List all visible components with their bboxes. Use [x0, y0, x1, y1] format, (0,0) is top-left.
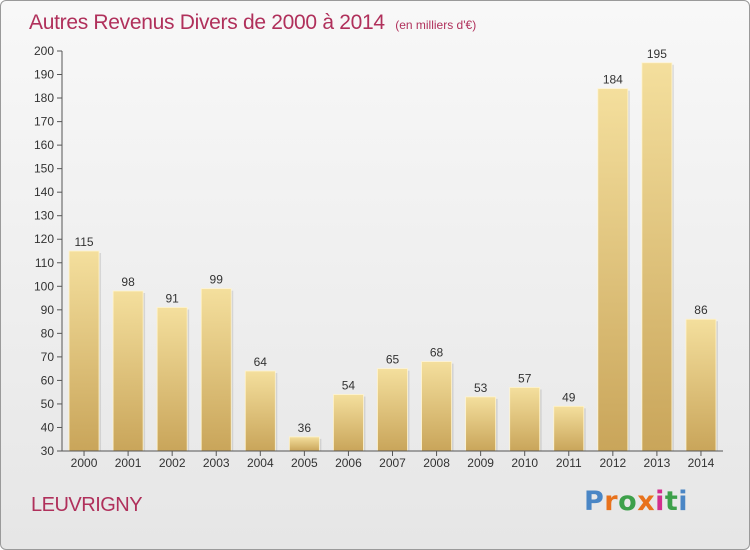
- bar: [641, 62, 673, 452]
- x-tick-label: 2010: [511, 456, 538, 470]
- bar: [68, 250, 100, 452]
- bar: [333, 394, 364, 452]
- x-tick-label: 2008: [423, 456, 450, 470]
- logo-letter: o: [618, 486, 638, 517]
- bar-value-label: 36: [298, 421, 312, 435]
- bar: [509, 387, 541, 452]
- x-tick-label: 2002: [159, 456, 186, 470]
- bar-value-label: 68: [430, 346, 444, 360]
- y-tick-label: 200: [34, 44, 54, 58]
- y-tick-label: 30: [41, 444, 55, 458]
- x-tick-label: 2014: [688, 456, 715, 470]
- x-tick-label: 2009: [467, 456, 494, 470]
- bar-value-label: 65: [386, 353, 400, 367]
- y-tick-label: 140: [34, 185, 54, 199]
- y-tick-label: 180: [34, 91, 54, 105]
- bars: 115 98 91 99 64 36 54 65 68 53 57 49 184 195 86: [68, 47, 718, 452]
- bar-value-label: 49: [562, 390, 576, 404]
- bar: [112, 290, 144, 452]
- bar: [597, 88, 629, 452]
- commune-name: LEUVRIGNY: [31, 494, 143, 516]
- x-tick-label: 2004: [247, 456, 274, 470]
- y-tick-label: 170: [34, 115, 54, 129]
- y-tick-label: 160: [34, 138, 54, 152]
- x-axis: 2000 2001 2002 2003 2004 2005 2006 2007 2008 2009…: [62, 450, 723, 470]
- logo-letter: P: [584, 486, 605, 517]
- chart-subtitle: (en milliers d'€): [395, 18, 477, 32]
- logo-letter: x: [637, 486, 656, 517]
- bar: [244, 370, 276, 452]
- bar: [200, 288, 232, 452]
- y-tick-label: 90: [41, 303, 55, 317]
- logo-letter: i: [655, 486, 665, 517]
- y-tick-label: 130: [34, 209, 54, 223]
- bar-value-label: 195: [647, 47, 667, 61]
- x-tick-label: 2000: [71, 456, 98, 470]
- y-tick-label: 40: [41, 420, 55, 434]
- y-tick-label: 110: [35, 256, 54, 270]
- y-axis: 30 40 50 60 70 80 90 100 110 120 130 140 150 160 170 18…: [34, 44, 63, 458]
- bar: [685, 318, 717, 452]
- x-tick-label: 2005: [291, 456, 318, 470]
- chart-title: Autres Revenus Divers de 2000 à 2014: [29, 11, 385, 34]
- bar-value-label: 98: [121, 275, 135, 289]
- bar-value-label: 99: [210, 273, 224, 287]
- bar-value-label: 86: [694, 303, 708, 317]
- bar: [465, 396, 497, 452]
- bar: [288, 436, 320, 452]
- proxiti-logo: Proxiti: [584, 486, 688, 517]
- bar-value-label: 54: [342, 379, 356, 393]
- title-row: Autres Revenus Divers de 2000 à 2014 (en…: [29, 11, 476, 35]
- y-tick-label: 190: [34, 68, 54, 82]
- bar-value-label: 53: [474, 381, 488, 395]
- bar: [156, 307, 188, 452]
- x-tick-label: 2006: [335, 456, 362, 470]
- x-tick-label: 2011: [556, 456, 582, 470]
- x-tick-label: 2003: [203, 456, 230, 470]
- y-tick-label: 70: [41, 350, 55, 364]
- y-tick-label: 100: [34, 279, 54, 293]
- bar: [421, 361, 452, 452]
- bar-value-label: 64: [254, 355, 268, 369]
- bar: [377, 368, 408, 452]
- y-tick-label: 150: [34, 162, 54, 176]
- bar-value-label: 57: [518, 371, 532, 385]
- logo-letter: i: [678, 486, 689, 517]
- x-tick-label: 2013: [644, 456, 671, 470]
- y-tick-label: 80: [41, 326, 55, 340]
- x-tick-label: 2007: [379, 456, 406, 470]
- bar-value-label: 184: [603, 73, 623, 87]
- x-tick-label: 2001: [115, 456, 142, 470]
- logo-letter: r: [604, 486, 619, 517]
- logo-letter: t: [664, 486, 679, 517]
- x-tick-label: 2012: [599, 456, 626, 470]
- y-tick-label: 50: [41, 397, 55, 411]
- bar: [553, 405, 585, 452]
- y-tick-label: 120: [34, 232, 54, 246]
- y-tick-label: 60: [41, 373, 55, 387]
- bar-value-label: 91: [165, 291, 179, 305]
- bar-value-label: 115: [74, 235, 93, 249]
